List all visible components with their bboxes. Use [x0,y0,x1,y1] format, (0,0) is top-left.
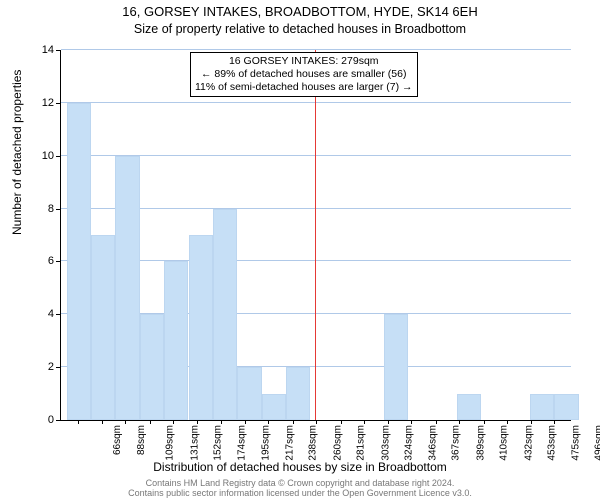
y-tick-mark [56,420,60,421]
annotation-line1: 16 GORSEY INTAKES: 279sqm [229,55,379,67]
x-tick-label: 238sqm [308,425,319,461]
y-tick-label: 0 [14,414,54,426]
chart-container: 16, GORSEY INTAKES, BROADBOTTOM, HYDE, S… [0,0,600,500]
x-tick-label: 152sqm [213,425,224,461]
x-tick-label: 88sqm [136,425,147,455]
x-tick-mark [150,420,151,424]
y-tick-label: 8 [14,203,54,215]
x-tick-label: 389sqm [475,425,486,461]
y-tick-mark [56,156,60,157]
gridline [61,49,571,50]
x-tick-label: 260sqm [332,425,343,461]
x-tick-mark [245,420,246,424]
histogram-bar [213,209,237,420]
x-tick-label: 66sqm [112,425,123,455]
x-tick-mark [102,420,103,424]
x-tick-mark [484,420,485,424]
histogram-bar [530,394,554,420]
x-tick-mark [531,420,532,424]
y-tick-label: 14 [14,44,54,56]
y-tick-mark [56,261,60,262]
attribution-line1: Contains HM Land Registry data © Crown c… [146,478,455,488]
histogram-bar [262,394,286,420]
attribution-line2: Contains public sector information licen… [128,488,472,498]
x-tick-mark [388,420,389,424]
annotation-line3: 11% of semi-detached houses are larger (… [195,81,413,93]
x-tick-label: 367sqm [451,425,462,461]
y-tick-mark [56,103,60,104]
histogram-bar [189,235,213,420]
x-tick-label: 453sqm [546,425,557,461]
y-tick-label: 2 [14,361,54,373]
x-tick-mark [436,420,437,424]
y-tick-mark [56,209,60,210]
x-tick-mark [173,420,174,424]
x-tick-mark [341,420,342,424]
histogram-bar [164,261,188,420]
y-tick-label: 6 [14,255,54,267]
attribution: Contains HM Land Registry data © Crown c… [0,478,600,499]
x-tick-label: 410sqm [499,425,510,461]
histogram-bar [457,394,481,420]
histogram-bar [384,314,408,420]
y-tick-label: 4 [14,308,54,320]
x-tick-mark [78,420,79,424]
histogram-bar [115,156,139,420]
x-tick-mark [554,420,555,424]
histogram-bar [554,394,578,420]
x-axis-label: Distribution of detached houses by size … [0,460,600,474]
x-tick-mark [411,420,412,424]
x-tick-mark [221,420,222,424]
x-tick-mark [459,420,460,424]
x-tick-label: 281sqm [356,425,367,461]
histogram-bar [91,235,115,420]
histogram-bar [67,103,91,420]
x-tick-mark [197,420,198,424]
histogram-bar [286,367,310,420]
x-tick-label: 109sqm [165,425,176,461]
reference-line [315,50,316,420]
x-tick-label: 131sqm [189,425,200,461]
x-tick-label: 303sqm [380,425,391,461]
y-tick-mark [56,314,60,315]
histogram-bar [237,367,261,420]
gridline [61,102,571,103]
x-tick-label: 195sqm [260,425,271,461]
y-tick-label: 10 [14,150,54,162]
x-tick-label: 475sqm [571,425,582,461]
x-tick-label: 217sqm [285,425,296,461]
x-tick-mark [293,420,294,424]
x-tick-mark [268,420,269,424]
annotation-box: 16 GORSEY INTAKES: 279sqm← 89% of detach… [190,52,418,97]
x-tick-label: 346sqm [428,425,439,461]
x-tick-mark [364,420,365,424]
super-title: 16, GORSEY INTAKES, BROADBOTTOM, HYDE, S… [0,4,600,19]
x-tick-label: 324sqm [403,425,414,461]
sub-title: Size of property relative to detached ho… [0,22,600,36]
x-tick-label: 496sqm [594,425,600,461]
y-tick-label: 12 [14,97,54,109]
annotation-line2: ← 89% of detached houses are smaller (56… [201,68,406,80]
x-tick-label: 174sqm [237,425,248,461]
histogram-bar [140,314,164,420]
plot-area [60,50,571,421]
y-tick-mark [56,50,60,51]
x-tick-mark [125,420,126,424]
x-tick-mark [507,420,508,424]
x-tick-mark [316,420,317,424]
y-tick-mark [56,367,60,368]
x-tick-label: 432sqm [523,425,534,461]
